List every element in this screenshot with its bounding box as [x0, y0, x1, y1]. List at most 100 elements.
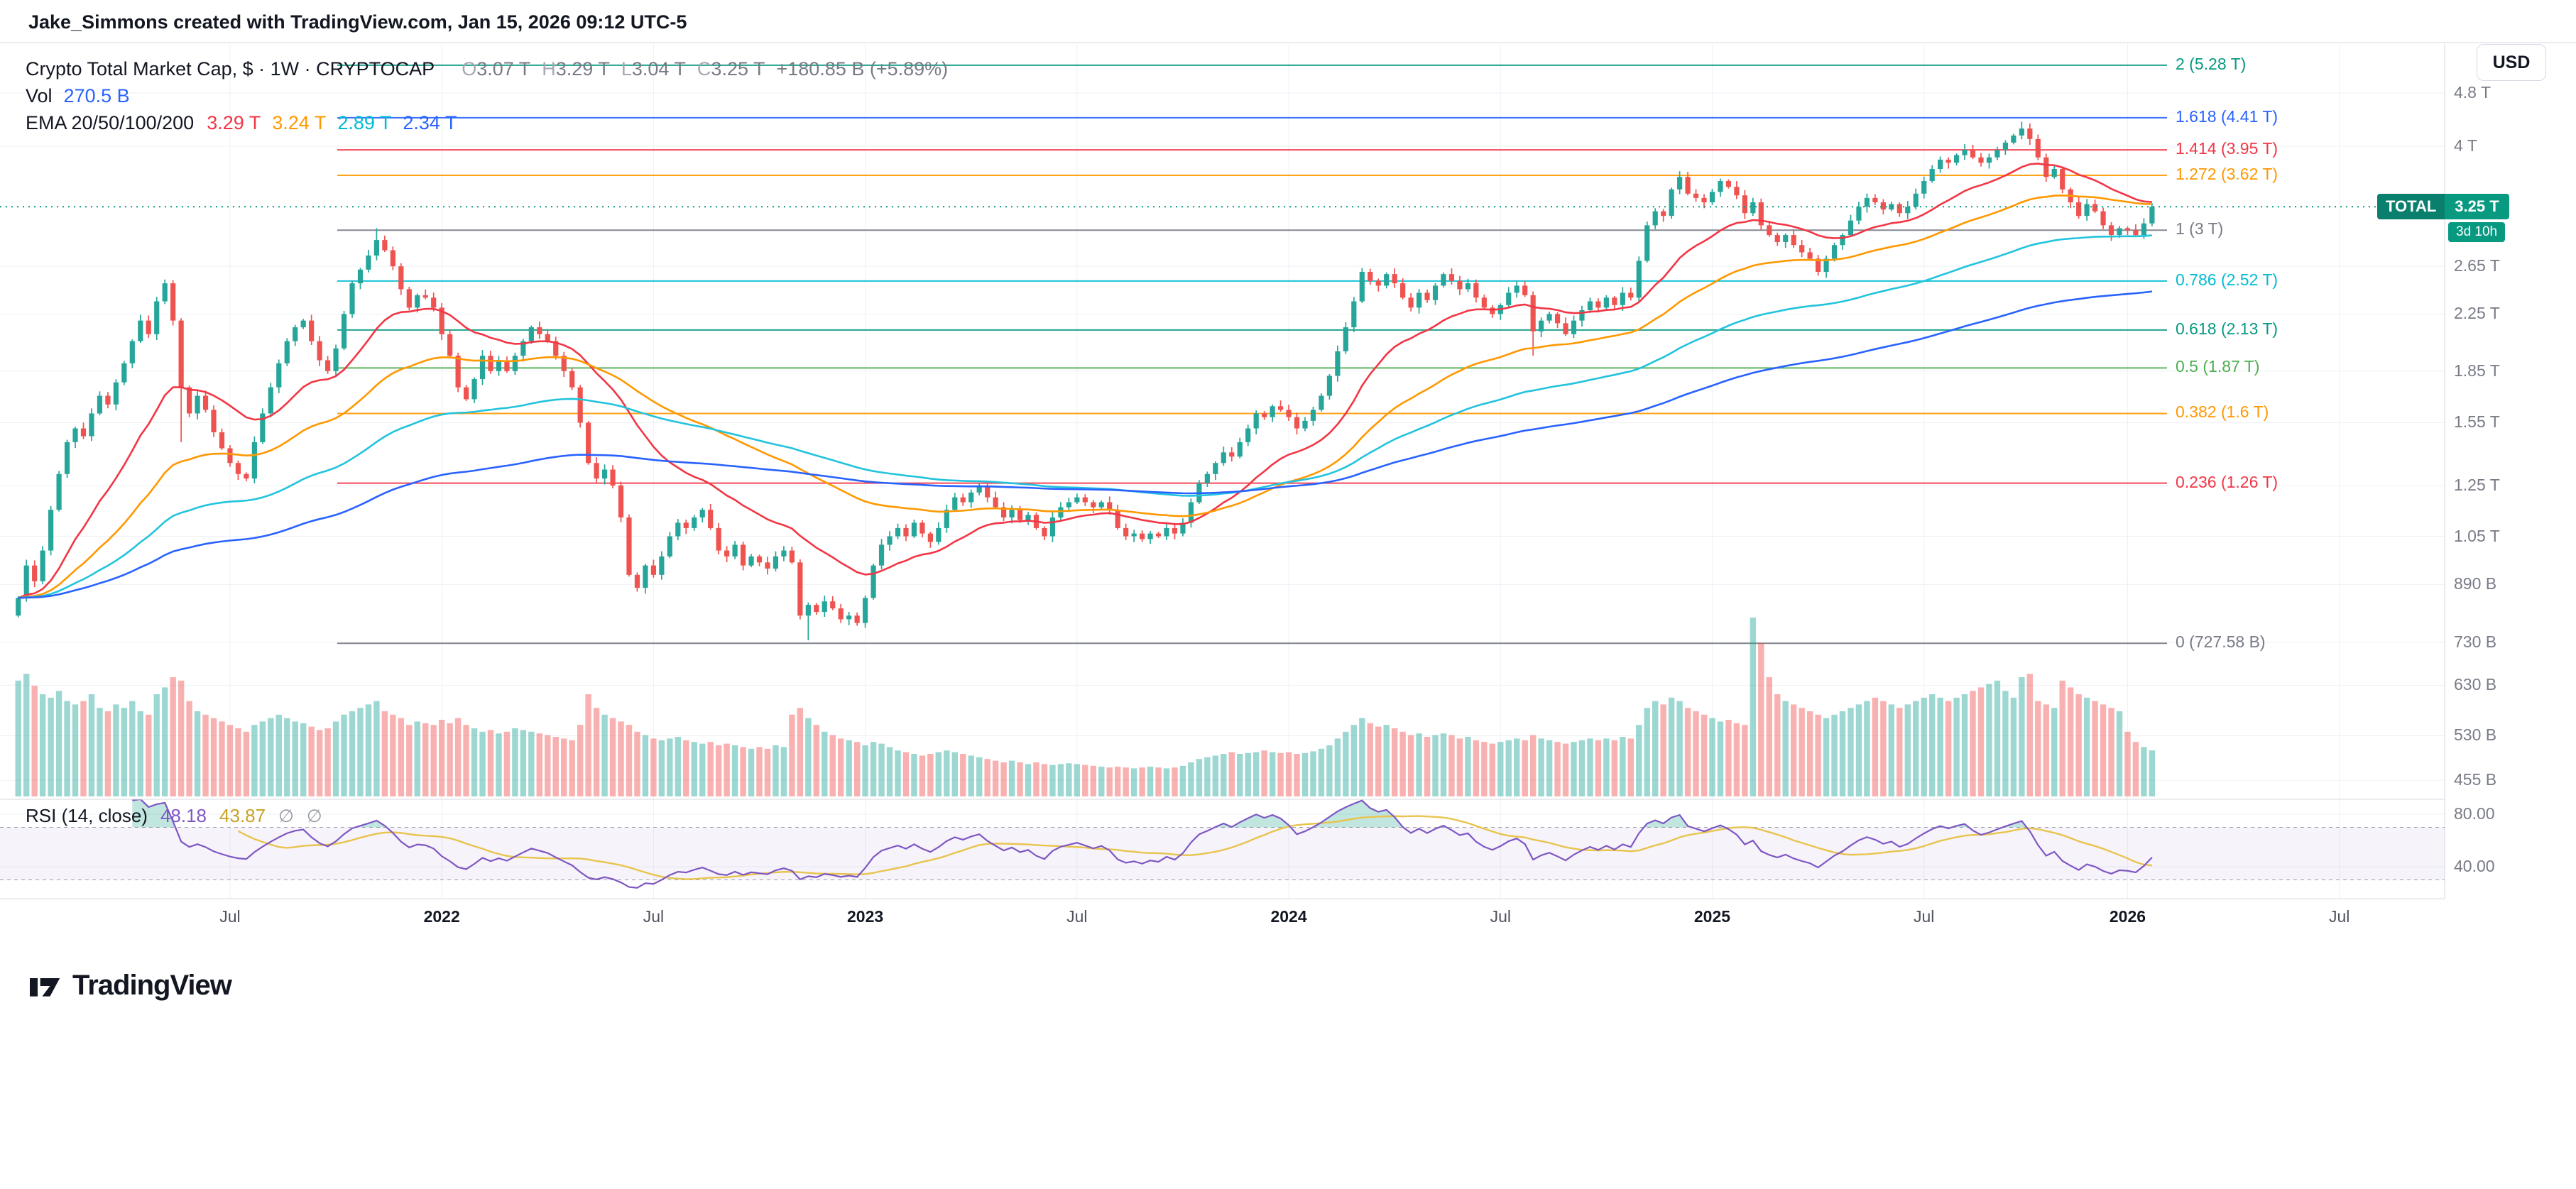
- candle-body: [1783, 235, 1789, 242]
- price-tick-label: 1.05 T: [2454, 526, 2500, 545]
- candle-body: [911, 522, 917, 537]
- candle-body: [1612, 297, 1617, 305]
- candle-body: [863, 598, 868, 623]
- volume-bar: [862, 745, 868, 796]
- volume-bar: [1913, 701, 1919, 796]
- volume-bar: [1318, 748, 1325, 796]
- candle-body: [390, 250, 395, 267]
- ema-value: 3.24 T: [272, 111, 327, 133]
- volume-bar: [1758, 643, 1764, 796]
- volume-bar: [1326, 745, 1333, 796]
- candle-body: [1840, 235, 1845, 246]
- candle-body: [618, 485, 624, 517]
- candle-body: [382, 240, 388, 251]
- volume-bar: [1750, 618, 1757, 796]
- volume-bar: [707, 742, 714, 796]
- candle-body: [577, 387, 583, 423]
- candle-body: [1546, 314, 1552, 321]
- volume-bar: [219, 721, 225, 796]
- symbol-title[interactable]: Crypto Total Market Cap, $ · 1W · CRYPTO…: [26, 57, 435, 80]
- time-axis-label: Jul: [2328, 907, 2350, 926]
- symbol-legend-row[interactable]: Crypto Total Market Cap, $ · 1W · CRYPTO…: [26, 55, 948, 82]
- rsi-legend-row[interactable]: RSI (14, close) 48.18 43.87 ∅ ∅: [26, 805, 322, 827]
- candle-body: [822, 601, 827, 613]
- candle-body: [1701, 197, 1707, 203]
- ohlc-close-label: C: [697, 57, 711, 80]
- time-axis-label: Jul: [1066, 907, 1088, 926]
- rsi-title[interactable]: RSI (14, close): [26, 805, 148, 826]
- volume-bar: [1432, 735, 1439, 796]
- price-tick-label: 4 T: [2454, 136, 2477, 155]
- tradingview-logo[interactable]: TradingView: [28, 970, 232, 1002]
- volume-bar: [430, 725, 437, 796]
- time-axis-label: Jul: [1490, 907, 1511, 926]
- volume-bar: [1179, 765, 1186, 796]
- chart-legend: Crypto Total Market Cap, $ · 1W · CRYPTO…: [26, 55, 948, 136]
- volume-bar: [292, 721, 298, 796]
- volume-bar: [1090, 765, 1096, 796]
- candle-body: [748, 556, 754, 566]
- volume-bar: [813, 725, 819, 796]
- volume-legend-row[interactable]: Vol 270.5 B: [26, 82, 948, 109]
- candle-body: [1669, 189, 1674, 217]
- volume-bar: [2108, 708, 2114, 796]
- candle-body: [561, 356, 567, 371]
- volume-bar: [585, 694, 591, 796]
- volume-bar: [1383, 725, 1390, 796]
- candle-body: [1514, 285, 1519, 293]
- candle-body: [1473, 283, 1479, 298]
- volume-bar: [1806, 711, 1813, 796]
- candle-body: [1595, 301, 1601, 308]
- candle-body: [1880, 202, 1886, 210]
- volume-label[interactable]: Vol: [26, 84, 53, 106]
- volume-bar: [902, 752, 910, 796]
- candle-body: [293, 327, 298, 341]
- candle-body: [919, 522, 925, 534]
- candle-body: [952, 497, 958, 510]
- candle-body: [422, 295, 428, 298]
- volume-bar: [161, 687, 168, 796]
- time-axis[interactable]: [0, 899, 2445, 937]
- volume-bar: [1237, 754, 1243, 796]
- candle-body: [1938, 159, 1943, 170]
- volume-bar: [838, 738, 844, 796]
- candle-body: [1213, 463, 1218, 474]
- fib-level-label: 2 (5.28 T): [2176, 54, 2247, 73]
- volume-bar: [1285, 752, 1292, 796]
- candle-body: [1042, 527, 1047, 537]
- candle-body: [1147, 533, 1153, 539]
- candle-body: [1188, 502, 1194, 523]
- price-tick-label: 455 B: [2454, 770, 2497, 789]
- volume-bar: [1139, 767, 1145, 796]
- volume-bar: [1554, 742, 1561, 796]
- candle-body: [569, 371, 575, 388]
- candle-body: [1457, 280, 1463, 290]
- candle-body: [1539, 320, 1544, 332]
- currency-usd-button[interactable]: USD: [2477, 44, 2546, 81]
- ema-label[interactable]: EMA 20/50/100/200: [26, 111, 195, 133]
- volume-bar: [1505, 740, 1512, 796]
- current-price-badge: TOTAL 3.25 T: [2377, 194, 2509, 219]
- tradingview-logo-icon: [28, 970, 62, 1002]
- volume-value: 270.5 B: [63, 84, 130, 106]
- volume-bar: [1008, 760, 1015, 796]
- candle-body: [1986, 157, 1992, 163]
- candle-body: [1571, 320, 1577, 334]
- volume-bar: [300, 723, 307, 796]
- volume-bar: [699, 743, 706, 796]
- volume-bar: [1017, 762, 1023, 796]
- volume-bar: [1228, 752, 1235, 796]
- volume-bar: [1815, 714, 1821, 796]
- candle-body: [479, 356, 486, 380]
- candle-body: [121, 363, 127, 383]
- volume-bar: [1562, 743, 1569, 796]
- candle-body: [1742, 195, 1747, 214]
- ema-legend-row[interactable]: EMA 20/50/100/200 3.29 T 3.24 T 2.89 T 2.34…: [26, 109, 948, 136]
- candle-body: [814, 605, 819, 613]
- volume-bar: [1709, 718, 1715, 796]
- candle-body: [1335, 351, 1341, 376]
- candle-body: [716, 527, 721, 551]
- volume-bar: [1774, 694, 1781, 796]
- volume-bar: [911, 754, 917, 796]
